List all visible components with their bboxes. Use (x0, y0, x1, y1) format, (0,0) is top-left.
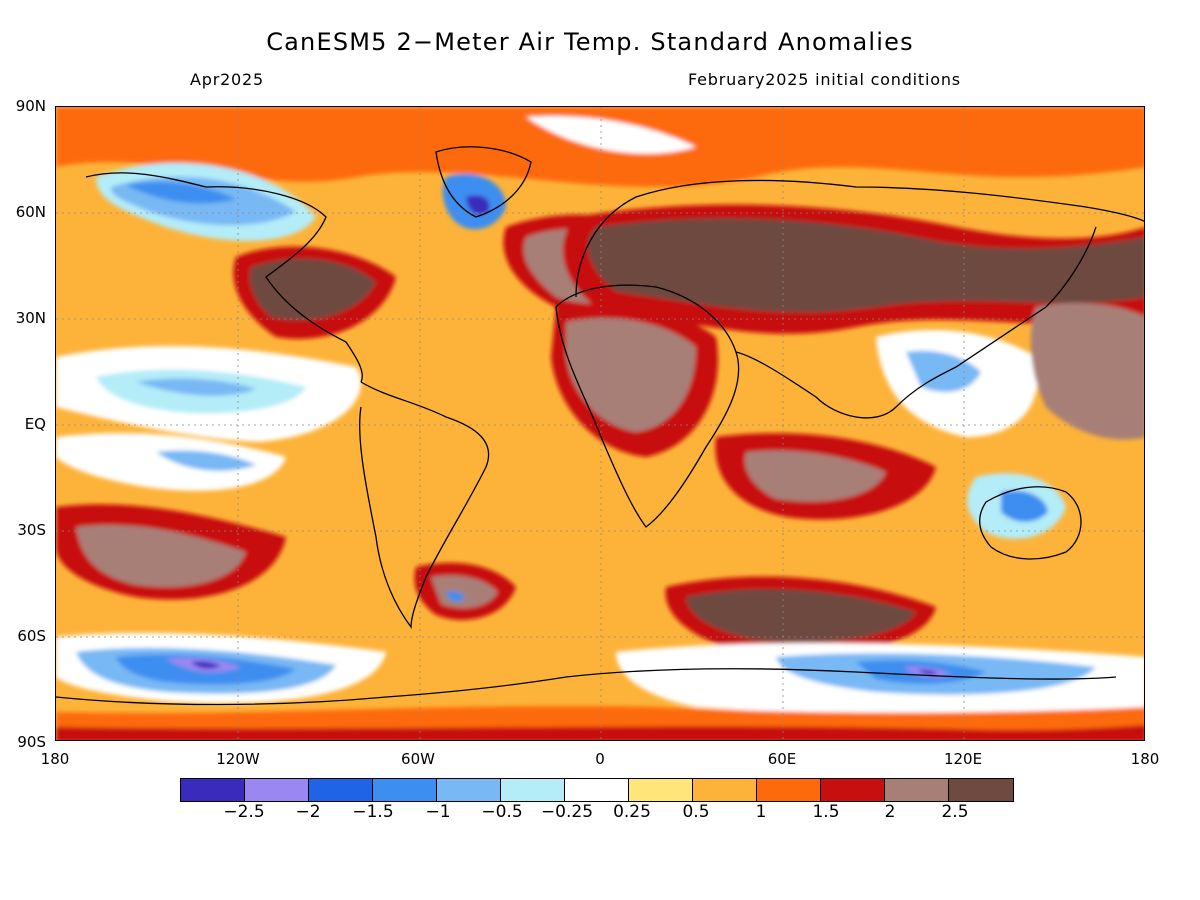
lat-label-90n: 90N (15, 97, 46, 115)
colorbar-swatch (885, 779, 949, 801)
colorbar-swatch (821, 779, 885, 801)
colorbar-swatch (629, 779, 693, 801)
colorbar-label: −0.5 (481, 802, 523, 822)
graticule (56, 107, 1144, 740)
colorbar-label: 2.5 (941, 802, 969, 822)
anomaly-field (56, 107, 1144, 740)
lat-label-90s: 90S (17, 733, 46, 751)
lon-label-60e: 60E (767, 750, 797, 768)
lon-label-180e: 180 (1130, 750, 1160, 768)
lat-label-60s: 60S (17, 627, 46, 645)
colorbar-swatch (501, 779, 565, 801)
colorbar-swatch (949, 779, 1013, 801)
lat-label-30s: 30S (17, 521, 46, 539)
colorbar-swatch (245, 779, 309, 801)
lat-label-eq: EQ (24, 415, 46, 433)
init-conditions: February2025 initial conditions (688, 70, 961, 89)
colorbar-swatch (757, 779, 821, 801)
colorbar-label: 2 (884, 802, 896, 822)
lat-label-60n: 60N (15, 203, 46, 221)
colorbar-swatch (565, 779, 629, 801)
colorbar-swatch (309, 779, 373, 801)
lon-label-60w: 60W (401, 750, 435, 768)
colorbar-swatch (437, 779, 501, 801)
colorbar-swatch (373, 779, 437, 801)
colorbar-label: 0.25 (613, 802, 651, 822)
colorbar-label: −0.25 (540, 802, 594, 822)
anomaly-map (55, 106, 1145, 741)
colorbar-label: 1 (755, 802, 767, 822)
colorbar-swatch (181, 779, 245, 801)
coastlines (56, 146, 1144, 706)
colorbar-label: −1.5 (352, 802, 394, 822)
lon-label-120e: 120E (943, 750, 983, 768)
lon-label-180w: 180 (40, 750, 70, 768)
lat-label-30n: 30N (15, 309, 46, 327)
colorbar-label: −1 (425, 802, 451, 822)
colorbar-label: −2 (295, 802, 321, 822)
colorbar (180, 778, 1014, 802)
colorbar-label: 0.5 (682, 802, 710, 822)
colorbar-swatch (693, 779, 757, 801)
valid-month: Apr2025 (190, 70, 264, 89)
lon-label-0: 0 (595, 750, 605, 768)
lon-label-120w: 120W (216, 750, 260, 768)
chart-title: CanESM5 2−Meter Air Temp. Standard Anoma… (266, 28, 914, 56)
colorbar-label: 1.5 (812, 802, 840, 822)
colorbar-label: −2.5 (223, 802, 265, 822)
